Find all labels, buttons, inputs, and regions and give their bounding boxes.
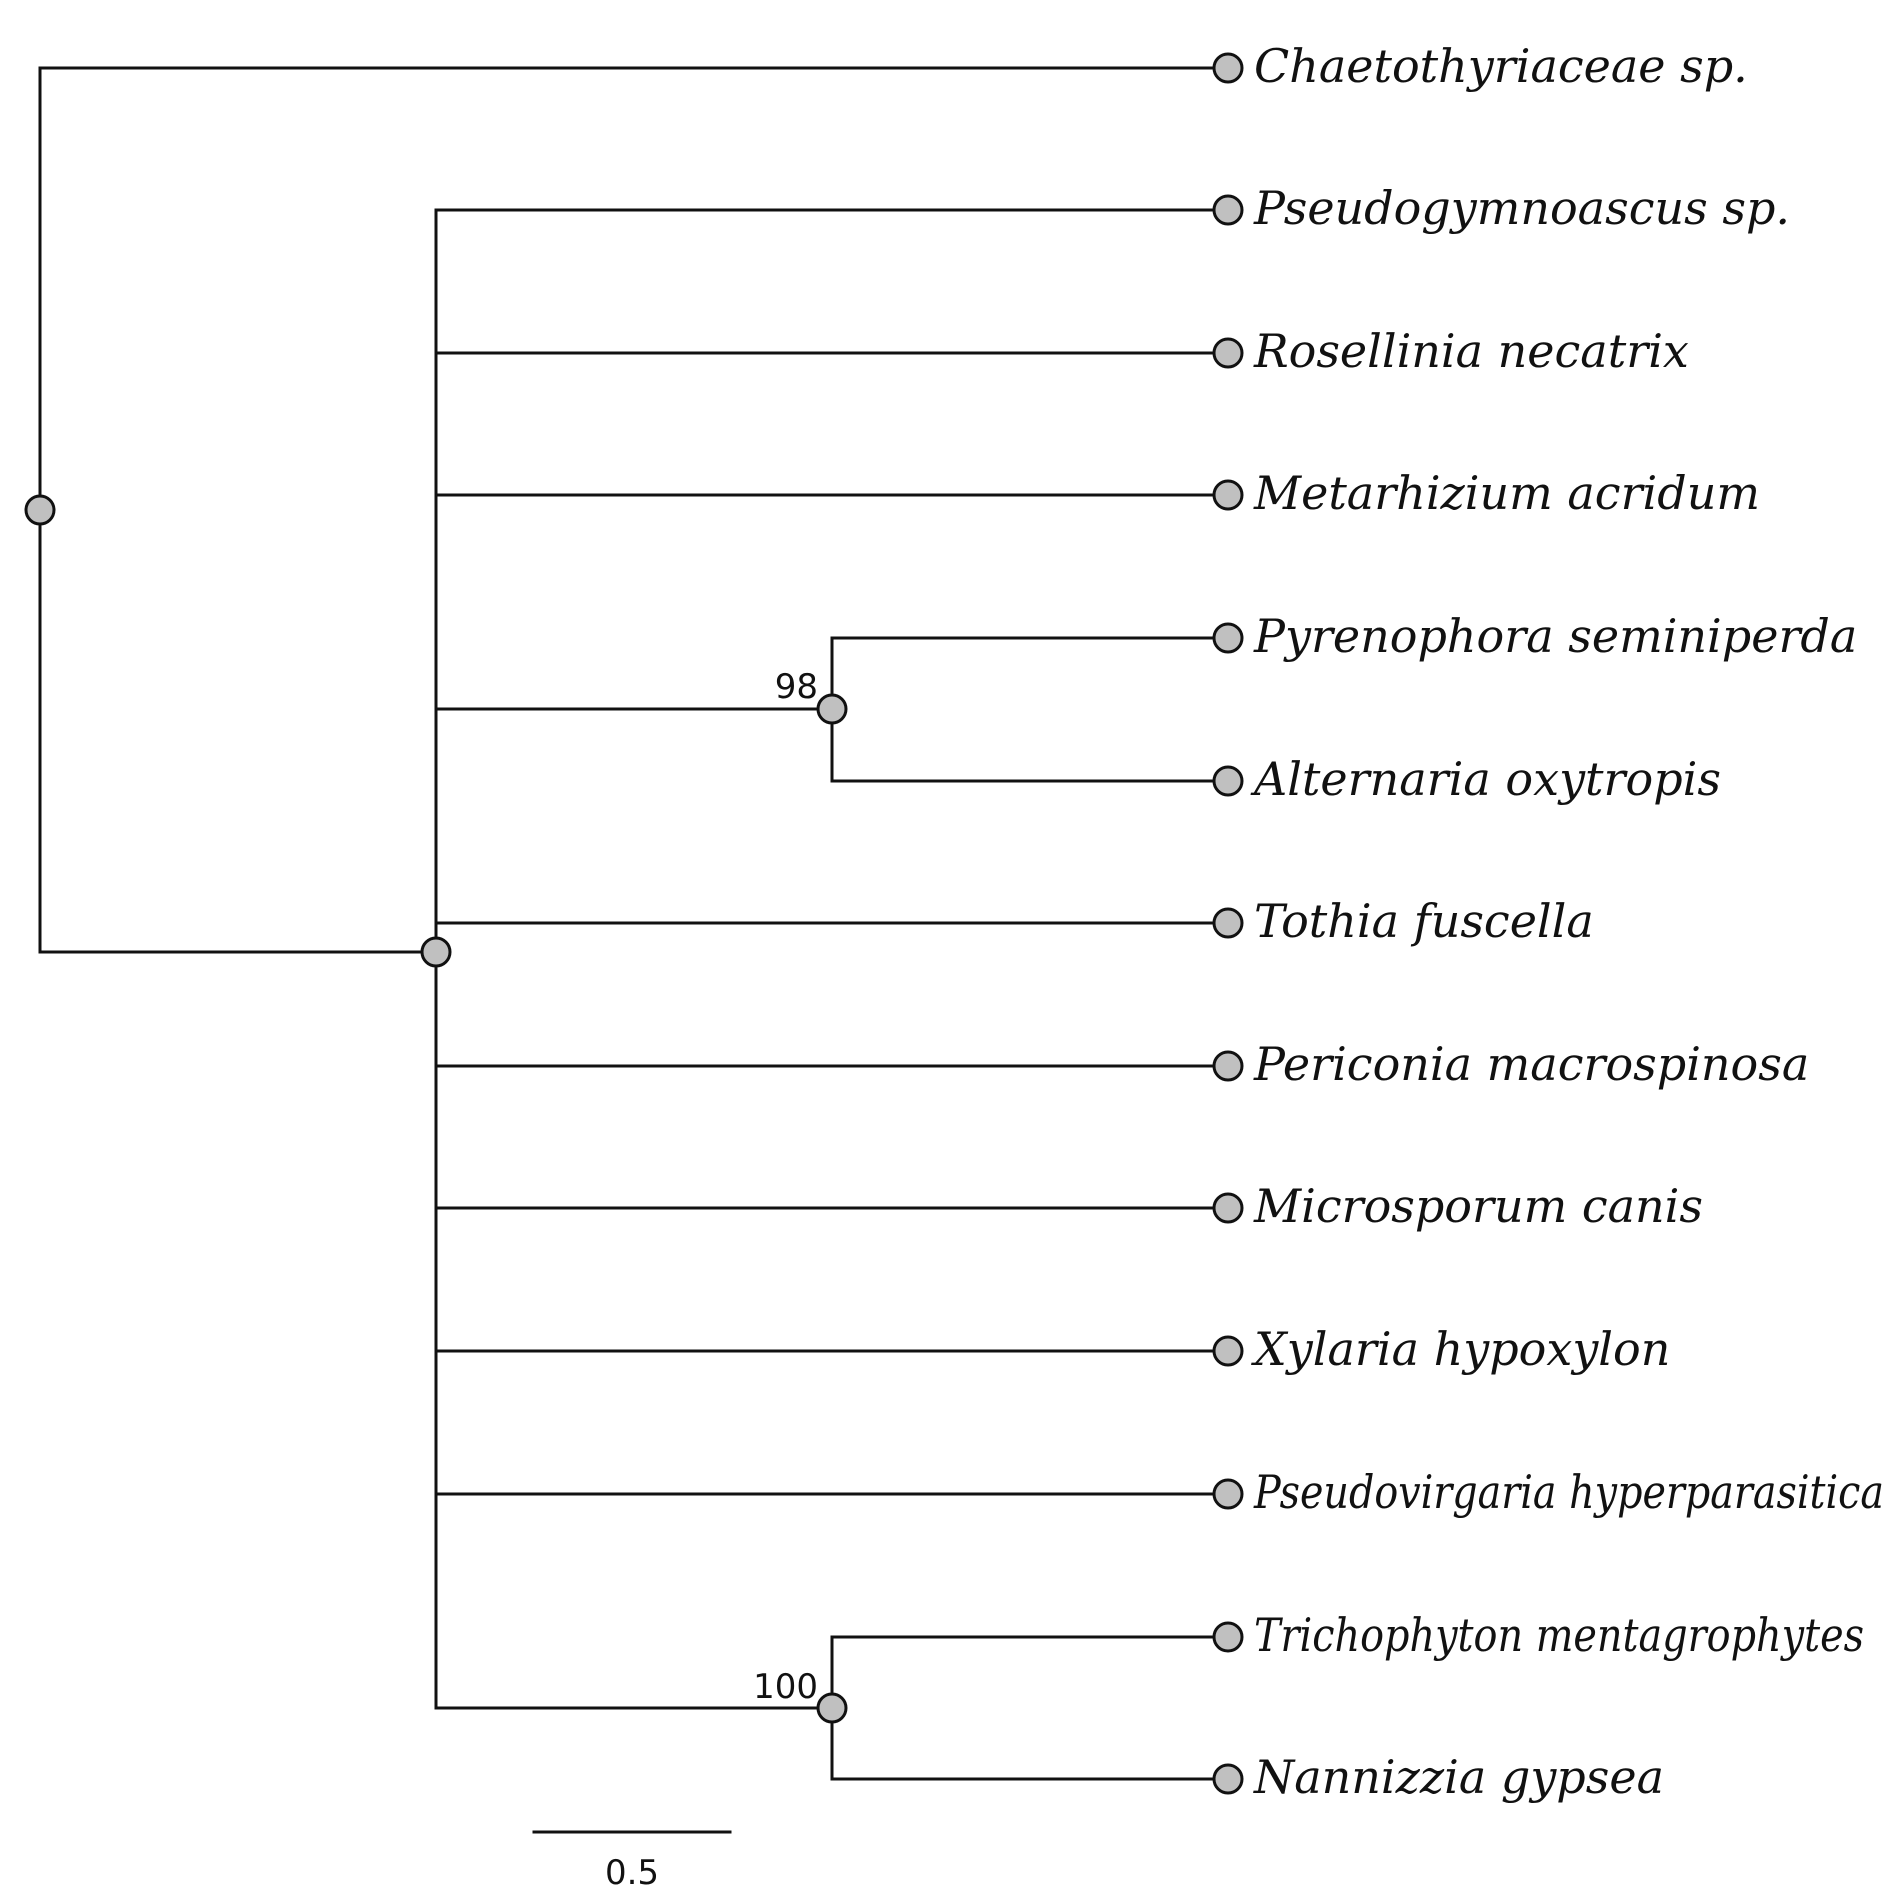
taxon-label: Microsporum canis [1253,1179,1703,1233]
tip-node-nannizzia [1212,1763,1244,1795]
trichophyton-clade-node [816,1692,848,1724]
root-node [24,494,56,526]
tip-node-pyrenophora [1212,622,1244,654]
tip-node-rosellinia [1212,337,1244,369]
taxon-label: Pseudovirgaria hyperparasitica [1253,1465,1884,1519]
tip-node-metarhizium [1212,479,1244,511]
taxon-label: Chaetothyriaceae sp. [1254,39,1748,93]
taxon-label: Periconia macrospinosa [1253,1037,1809,1091]
tip-node-chaetothyriaceae [1212,52,1244,84]
tip-node-alternaria [1212,765,1244,797]
tip-node-trichophyton [1212,1621,1244,1653]
tip-node-xylaria [1212,1335,1244,1367]
taxon-label: Pyrenophora seminiperda [1253,609,1857,663]
support-value-100: 100 [753,1667,818,1707]
taxon-label: Metarhizium acridum [1253,466,1760,520]
taxon-label: Nannizzia gypsea [1253,1750,1664,1804]
pyrenophora-clade-node [816,693,848,725]
taxon-label: Trichophyton mentagrophytes [1254,1608,1864,1662]
tip-node-periconia [1212,1050,1244,1082]
tip-node-pseudovirgaria [1212,1478,1244,1510]
taxon-label: Alternaria oxytropis [1250,752,1721,806]
tip-node-pseudogymnoascus [1212,194,1244,226]
taxon-label: Tothia fuscella [1254,894,1594,948]
taxon-label: Rosellinia necatrix [1253,324,1689,378]
support-value-98: 98 [775,667,818,707]
tip-node-microsporum [1212,1192,1244,1224]
main-clade-node [420,936,452,968]
scale-bar-label: 0.5 [605,1853,659,1893]
taxon-label: Xylaria hypoxylon [1251,1322,1670,1376]
taxon-label: Pseudogymnoascus sp. [1253,181,1790,235]
tip-node-tothia [1212,907,1244,939]
